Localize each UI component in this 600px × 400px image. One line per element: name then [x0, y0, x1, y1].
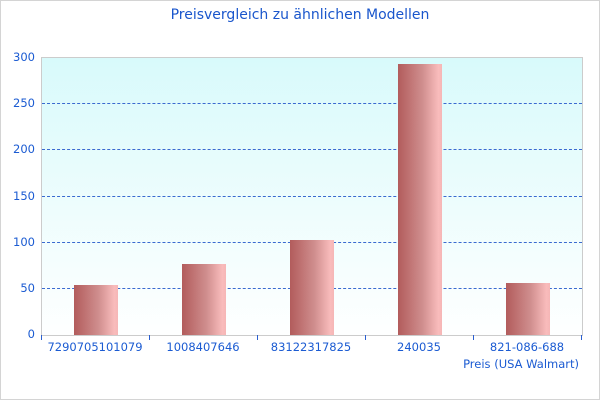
x-axis-tick — [365, 335, 366, 340]
plot-area — [41, 57, 583, 336]
bar-83122317825 — [290, 239, 334, 335]
x-axis-tick-label: 821-086-688 — [489, 340, 565, 354]
y-axis-tick-label: 300 — [13, 50, 35, 64]
y-axis-tick-label: 50 — [20, 280, 35, 295]
bar-7290705101079 — [74, 285, 118, 335]
gridline-150 — [42, 195, 582, 197]
x-axis-tick — [581, 335, 582, 340]
x-axis-tick — [473, 335, 474, 340]
y-axis-tick-label: 100 — [13, 234, 35, 249]
bar-240035 — [398, 64, 442, 335]
y-axis-tick-label: 0 — [27, 327, 35, 341]
x-axis-tick-label: 1008407646 — [166, 340, 240, 354]
x-axis-tick — [41, 335, 42, 340]
y-axis-tick-label: 150 — [13, 188, 35, 203]
gridline-200 — [42, 149, 582, 151]
x-axis-tick — [149, 335, 150, 340]
x-axis-tick-label: 83122317825 — [270, 340, 352, 354]
y-axis-tick-label: 200 — [13, 142, 35, 157]
y-axis-tick-label: 250 — [13, 96, 35, 111]
bar-821-086-688 — [506, 283, 550, 335]
chart-title: Preisvergleich zu ähnlichen Modellen — [170, 7, 430, 23]
x-axis-tick-label: 7290705101079 — [47, 340, 143, 354]
bar-1008407646 — [182, 263, 226, 335]
x-axis-tick-label: 240035 — [397, 340, 441, 354]
x-axis-tick — [257, 335, 258, 340]
x-axis-title: Preis (USA Walmart) — [463, 357, 579, 371]
gridline-250 — [42, 103, 582, 105]
